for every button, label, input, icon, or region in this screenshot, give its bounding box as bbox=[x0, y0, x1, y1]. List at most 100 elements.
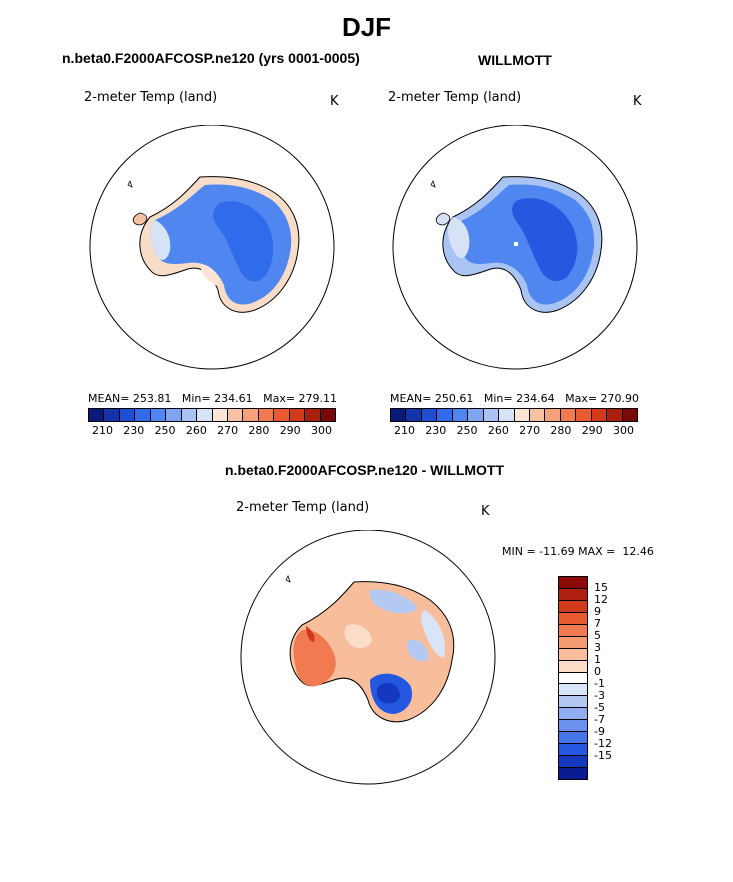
obs-colorbar-ticks: 210 230 250 260 270 280 290 300 bbox=[394, 424, 634, 437]
model-panel-title: n.beta0.F2000AFCOSP.ne120 (yrs 0001-0005… bbox=[62, 50, 360, 66]
colorbar-swatch bbox=[89, 409, 105, 421]
colorbar-tick-label: 300 bbox=[612, 424, 634, 437]
diff-colorbar-swatch bbox=[559, 744, 587, 757]
colorbar-swatch bbox=[212, 409, 228, 421]
colorbar-swatch bbox=[560, 409, 577, 421]
colorbar-tick-label: 280 bbox=[550, 424, 572, 437]
diff-colorbar-swatch bbox=[559, 600, 587, 613]
colorbar-swatch bbox=[607, 409, 623, 421]
colorbar-swatch bbox=[150, 409, 167, 421]
colorbar-swatch bbox=[576, 409, 592, 421]
colorbar-tick-label: 230 bbox=[425, 424, 447, 437]
colorbar-tick-label: 260 bbox=[185, 424, 207, 437]
diff-colorbar-swatch bbox=[559, 684, 587, 697]
colorbar-swatch bbox=[320, 409, 335, 421]
colorbar-swatch bbox=[437, 409, 453, 421]
obs-variable-label: 2-meter Temp (land) bbox=[388, 90, 522, 105]
diff-colorbar-swatch bbox=[559, 720, 587, 733]
diff-colorbar-ticks: 15 12 9 7 5 3 1 0 -1 -3 -5 -7 -9 -12 -15 bbox=[594, 576, 634, 780]
colorbar-swatch bbox=[391, 409, 407, 421]
model-colorbar bbox=[88, 408, 336, 422]
colorbar-tick-label: 250 bbox=[456, 424, 478, 437]
model-antarctica bbox=[132, 176, 300, 313]
diff-colorbar-tick-label: 15 bbox=[594, 581, 608, 594]
colorbar-swatch bbox=[529, 409, 546, 421]
colorbar-swatch bbox=[421, 409, 438, 421]
diff-colorbar-tick-label: 12 bbox=[594, 593, 608, 606]
colorbar-swatch bbox=[104, 409, 120, 421]
obs-stats: MEAN= 250.61 Min= 234.64 Max= 270.90 bbox=[390, 392, 640, 405]
diff-colorbar-tick-label: -15 bbox=[594, 749, 612, 762]
colorbar-swatch bbox=[135, 409, 151, 421]
model-colorbar-ticks: 210 230 250 260 270 280 290 300 bbox=[92, 424, 332, 437]
diff-antarctica bbox=[289, 581, 455, 723]
diff-panel-title: n.beta0.F2000AFCOSP.ne120 - WILLMOTT bbox=[225, 462, 505, 478]
colorbar-tick-label: 270 bbox=[519, 424, 541, 437]
colorbar-swatch bbox=[181, 409, 198, 421]
diff-colorbar-tick-label: 3 bbox=[594, 641, 601, 654]
model-units-label: K bbox=[330, 94, 339, 109]
colorbar-swatch bbox=[119, 409, 136, 421]
obs-map bbox=[392, 125, 638, 370]
colorbar-tick-label: 290 bbox=[279, 424, 301, 437]
colorbar-swatch bbox=[258, 409, 275, 421]
diff-colorbar-swatch bbox=[559, 636, 587, 649]
colorbar-swatch bbox=[197, 409, 213, 421]
colorbar-tick-label: 210 bbox=[92, 424, 113, 437]
colorbar-swatch bbox=[406, 409, 422, 421]
diff-colorbar-tick-label: -3 bbox=[594, 689, 605, 702]
colorbar-tick-label: 260 bbox=[487, 424, 509, 437]
diff-colorbar-tick-label: 5 bbox=[594, 629, 601, 642]
page-title: DJF bbox=[341, 12, 392, 42]
colorbar-tick-label: 280 bbox=[248, 424, 270, 437]
diff-colorbar-tick-label: -5 bbox=[594, 701, 605, 714]
diff-colorbar-swatch bbox=[559, 660, 587, 673]
colorbar-tick-label: 250 bbox=[154, 424, 176, 437]
diff-colorbar-swatch bbox=[559, 648, 587, 661]
colorbar-swatch bbox=[499, 409, 515, 421]
model-stats: MEAN= 253.81 Min= 234.61 Max= 279.11 bbox=[88, 392, 338, 405]
colorbar-swatch bbox=[227, 409, 244, 421]
diff-colorbar bbox=[558, 576, 588, 780]
obs-antarctica bbox=[435, 176, 603, 313]
diff-units-label: K bbox=[481, 504, 490, 519]
diff-colorbar-swatch bbox=[559, 768, 587, 779]
diff-colorbar-tick-label: -9 bbox=[594, 725, 605, 738]
diff-colorbar-tick-label: -7 bbox=[594, 713, 605, 726]
model-variable-label: 2-meter Temp (land) bbox=[84, 90, 218, 105]
colorbar-swatch bbox=[243, 409, 259, 421]
diff-colorbar-tick-label: -1 bbox=[594, 677, 605, 690]
diff-colorbar-swatch bbox=[559, 708, 587, 721]
colorbar-swatch bbox=[622, 409, 637, 421]
model-map bbox=[89, 125, 335, 370]
colorbar-tick-label: 230 bbox=[123, 424, 145, 437]
colorbar-tick-label: 290 bbox=[581, 424, 603, 437]
diff-island bbox=[285, 574, 291, 583]
diff-colorbar-tick-label: -12 bbox=[594, 737, 612, 750]
diff-colorbar-swatch bbox=[559, 577, 587, 589]
diff-colorbar-tick-label: 0 bbox=[594, 665, 601, 678]
diff-colorbar-swatch bbox=[559, 732, 587, 745]
colorbar-swatch bbox=[545, 409, 561, 421]
colorbar-swatch bbox=[274, 409, 290, 421]
colorbar-swatch bbox=[514, 409, 530, 421]
diff-colorbar-swatch bbox=[559, 696, 587, 709]
obs-colorbar bbox=[390, 408, 638, 422]
diff-colorbar-tick-label: 9 bbox=[594, 605, 601, 618]
diff-colorbar-swatch bbox=[559, 624, 587, 637]
diff-colorbar-swatch bbox=[559, 612, 587, 625]
colorbar-swatch bbox=[305, 409, 321, 421]
colorbar-swatch bbox=[166, 409, 182, 421]
colorbar-swatch bbox=[289, 409, 306, 421]
diff-variable-label: 2-meter Temp (land) bbox=[236, 500, 370, 515]
diff-colorbar-swatch bbox=[559, 672, 587, 685]
colorbar-swatch bbox=[468, 409, 484, 421]
colorbar-swatch bbox=[452, 409, 469, 421]
colorbar-swatch bbox=[591, 409, 608, 421]
diff-minmax: MIN = -11.69 MAX = 12.46 bbox=[502, 545, 654, 558]
diff-colorbar-tick-label: 7 bbox=[594, 617, 601, 630]
model-island bbox=[127, 179, 133, 188]
colorbar-tick-label: 300 bbox=[310, 424, 332, 437]
obs-units-label: K bbox=[633, 94, 642, 109]
colorbar-tick-label: 270 bbox=[217, 424, 239, 437]
